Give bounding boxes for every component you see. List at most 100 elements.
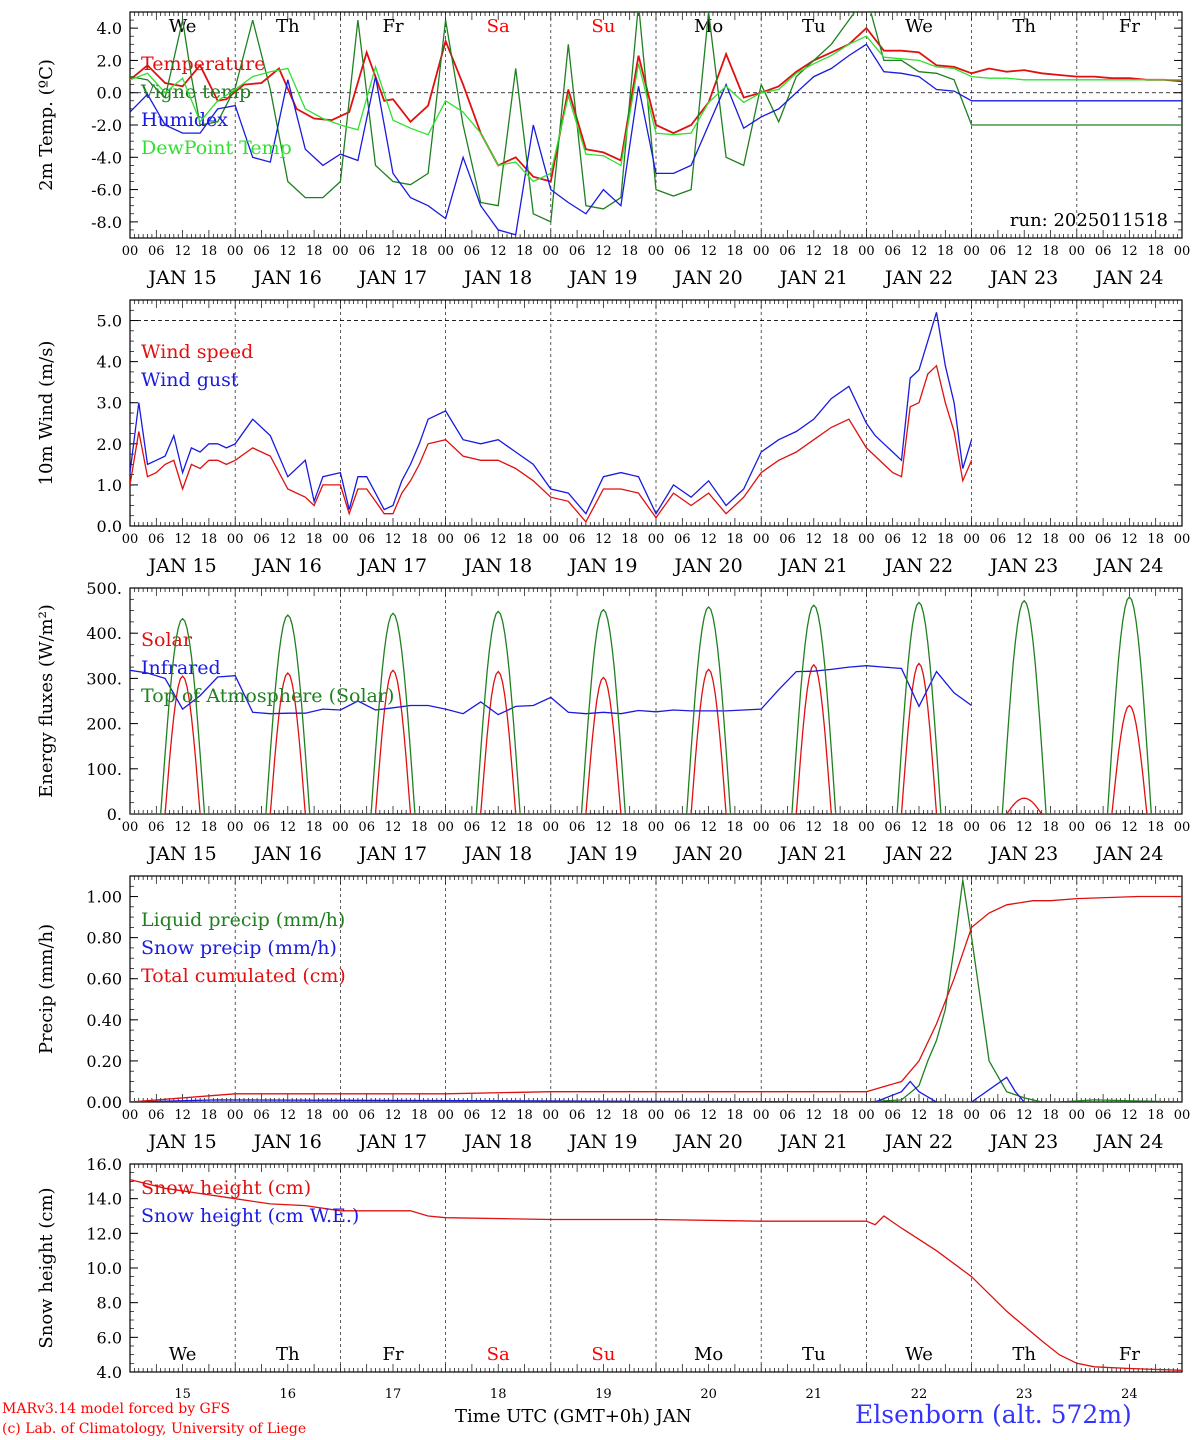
chart-panel-3: 0. 100. 200. 300. 400. 500. Energy fluxes (W/m… <box>36 579 1190 865</box>
weekday-label: Th <box>276 1344 300 1365</box>
x-hour-label: 00 <box>1174 244 1191 259</box>
x-hour-label: 12 <box>490 244 507 259</box>
x-hour-label: 18 <box>516 244 533 259</box>
x-hour-label: 00 <box>227 820 244 835</box>
x-hour-label: 12 <box>385 532 402 547</box>
day-number-label: 19 <box>595 1387 612 1402</box>
x-date-label: JAN 24 <box>1093 843 1163 865</box>
y-tick-label: 5.0 <box>97 312 122 331</box>
legend-entry: Snow height (cm) <box>141 1177 311 1199</box>
x-date-label: JAN 22 <box>883 843 953 865</box>
x-hour-label: 12 <box>911 244 928 259</box>
x-hour-label: 18 <box>201 1108 218 1123</box>
x-hour-label: 00 <box>332 244 349 259</box>
y-tick-label: 0.0 <box>97 517 122 536</box>
weekday-label: We <box>169 16 197 37</box>
legend-entry: Wind speed <box>141 341 253 363</box>
x-date-label: JAN 22 <box>883 267 953 289</box>
day-number-label: 20 <box>700 1387 717 1402</box>
day-number-label: 24 <box>1121 1387 1138 1402</box>
x-hour-label: 00 <box>753 1108 770 1123</box>
legend-entry: Humidex <box>141 109 228 131</box>
x-hour-label: 18 <box>621 1108 638 1123</box>
x-date-label: JAN 20 <box>673 555 743 577</box>
x-hour-label: 18 <box>832 1108 849 1123</box>
x-date-label: JAN 21 <box>778 843 848 865</box>
x-axis-title: Time UTC (GMT+0h) JAN <box>455 1406 692 1427</box>
x-hour-label: 06 <box>569 820 586 835</box>
y-tick-label: 200. <box>86 715 122 734</box>
x-date-label: JAN 19 <box>567 267 637 289</box>
x-date-label: JAN 17 <box>357 555 427 577</box>
x-date-label: JAN 18 <box>462 843 532 865</box>
x-hour-label: 00 <box>543 532 560 547</box>
x-hour-label: 18 <box>411 820 428 835</box>
weekday-label: We <box>905 16 933 37</box>
x-hour-label: 06 <box>990 532 1007 547</box>
x-date-label: JAN 19 <box>567 555 637 577</box>
legend-entry: Wind gust <box>141 369 239 391</box>
x-date-label: JAN 23 <box>988 267 1058 289</box>
x-hour-label: 06 <box>569 1108 586 1123</box>
y-axis-label: 2m Temp. (ºC) <box>36 59 57 191</box>
x-hour-label: 12 <box>280 1108 297 1123</box>
x-hour-label: 12 <box>1121 244 1138 259</box>
x-date-label: JAN 22 <box>883 1131 953 1153</box>
x-hour-label: 00 <box>648 532 665 547</box>
x-hour-label: 00 <box>122 532 139 547</box>
series-line <box>130 35 1182 183</box>
day-number-label: 18 <box>490 1387 507 1402</box>
x-hour-label: 00 <box>858 532 875 547</box>
x-date-label: JAN 21 <box>778 555 848 577</box>
y-tick-label: 0.00 <box>86 1093 122 1112</box>
x-date-label: JAN 16 <box>252 843 322 865</box>
x-hour-label: 06 <box>674 820 691 835</box>
legend-entry: DewPoint Temp <box>141 137 292 159</box>
x-date-label: JAN 19 <box>567 843 637 865</box>
x-hour-label: 12 <box>280 820 297 835</box>
legend-entry: Snow precip (mm/h) <box>141 937 337 959</box>
y-tick-label: 14.0 <box>86 1190 122 1209</box>
x-hour-label: 00 <box>437 532 454 547</box>
y-tick-label: -6.0 <box>91 181 122 200</box>
x-hour-label: 12 <box>1016 1108 1033 1123</box>
legend-entry: Liquid precip (mm/h) <box>141 909 345 931</box>
x-hour-label: 18 <box>621 244 638 259</box>
x-hour-label: 12 <box>595 532 612 547</box>
chart-panel-5: 4.0 6.0 8.0 10.0 12.0 14.0 16.0 Snow height (cm… <box>36 1155 1183 1402</box>
y-tick-label: 100. <box>86 760 122 779</box>
x-hour-label: 12 <box>280 244 297 259</box>
y-tick-label: 0.80 <box>86 929 122 948</box>
x-hour-label: 00 <box>1069 820 1086 835</box>
x-hour-label: 18 <box>411 244 428 259</box>
weekday-label: Mo <box>694 16 723 37</box>
y-tick-label: 10.0 <box>86 1259 122 1278</box>
x-hour-label: 06 <box>779 244 796 259</box>
x-hour-label: 12 <box>806 532 823 547</box>
x-hour-label: 18 <box>306 1108 323 1123</box>
x-hour-label: 18 <box>832 244 849 259</box>
x-hour-label: 06 <box>990 820 1007 835</box>
x-date-label: JAN 16 <box>252 555 322 577</box>
legend-entry: Snow height (cm W.E.) <box>141 1205 359 1227</box>
x-hour-label: 00 <box>963 244 980 259</box>
x-hour-label: 18 <box>832 532 849 547</box>
x-hour-label: 12 <box>595 820 612 835</box>
x-date-label: JAN 22 <box>883 555 953 577</box>
y-tick-label: 8.0 <box>97 1294 122 1313</box>
x-hour-label: 12 <box>911 820 928 835</box>
x-hour-label: 18 <box>937 820 954 835</box>
x-hour-label: 00 <box>753 532 770 547</box>
x-hour-label: 00 <box>858 1108 875 1123</box>
x-hour-label: 00 <box>648 1108 665 1123</box>
day-number-label: 22 <box>911 1387 928 1402</box>
x-date-label: JAN 16 <box>252 267 322 289</box>
x-hour-label: 18 <box>201 820 218 835</box>
legend-entry: Temperature <box>141 53 265 75</box>
x-hour-label: 00 <box>753 244 770 259</box>
x-hour-label: 06 <box>674 244 691 259</box>
legend-entry: Top of Atmosphere (Solar) <box>141 685 394 707</box>
x-hour-label: 06 <box>674 532 691 547</box>
x-hour-label: 00 <box>543 820 560 835</box>
x-hour-label: 18 <box>1042 532 1059 547</box>
